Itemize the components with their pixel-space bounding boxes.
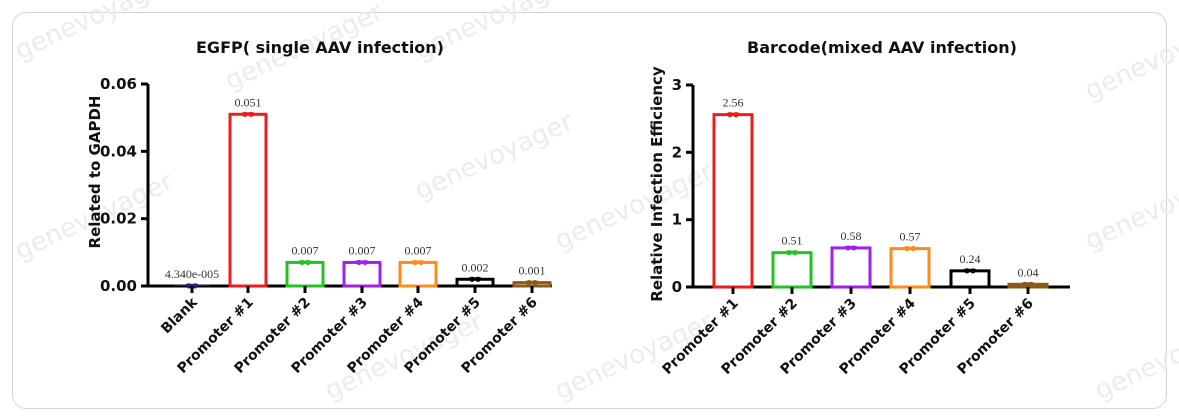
data-point xyxy=(1028,281,1034,287)
watermark-text: genevoyager xyxy=(10,0,178,66)
data-point xyxy=(412,259,418,266)
bar xyxy=(228,112,268,288)
bar xyxy=(712,113,754,289)
data-point xyxy=(186,283,192,289)
data-point xyxy=(970,268,976,274)
watermark-text: genevoyager xyxy=(1090,307,1179,406)
data-label: 0.007 xyxy=(292,243,319,257)
data-point xyxy=(910,246,916,252)
bar xyxy=(889,247,931,289)
chart-title: Barcode(mixed AAV infection) xyxy=(747,38,1017,57)
watermarks: genevoyager genevoyager genevoyager genevoy… xyxy=(10,0,1179,406)
chart-barcode: Barcode(mixed AAV infection) Relative In… xyxy=(648,38,1070,378)
data-label: 4.340e-005 xyxy=(165,267,219,281)
bar xyxy=(455,277,495,288)
y-axis-label: Related to GAPDH xyxy=(86,96,104,249)
data-label: 0.04 xyxy=(1018,265,1039,279)
bar xyxy=(830,246,872,289)
y-tick-label: 0.02 xyxy=(100,210,137,228)
data-point xyxy=(242,111,248,117)
data-label: 2.56 xyxy=(723,96,744,110)
bar xyxy=(398,260,438,288)
bar xyxy=(949,269,991,289)
y-tick-label: 3 xyxy=(672,76,682,94)
chart-title: EGFP( single AAV infection) xyxy=(196,38,444,57)
bar xyxy=(342,260,382,288)
data-point xyxy=(904,246,910,252)
data-point xyxy=(532,280,538,286)
bar xyxy=(512,281,552,288)
data-label: 0.001 xyxy=(519,264,546,278)
data-point xyxy=(475,276,481,282)
data-point xyxy=(733,112,739,118)
data-point xyxy=(418,259,424,266)
data-label: 0.51 xyxy=(782,234,803,248)
data-point xyxy=(362,259,368,266)
data-point xyxy=(727,112,733,118)
bar xyxy=(285,260,325,288)
watermark-text: genevoyager xyxy=(1080,157,1179,256)
data-label: 0.007 xyxy=(405,243,432,257)
data-point xyxy=(845,245,851,251)
figure-panel xyxy=(12,12,1167,409)
bar xyxy=(771,251,813,289)
data-point xyxy=(248,111,254,117)
watermark-text: genevoyager xyxy=(1080,7,1179,106)
y-tick-label: 0.04 xyxy=(100,142,137,160)
y-tick-label: 1 xyxy=(672,211,682,229)
bar xyxy=(1007,282,1049,289)
data-label: 0.24 xyxy=(960,252,981,266)
data-label: 0.007 xyxy=(349,243,376,257)
watermark-text: genevoyager xyxy=(410,107,578,206)
data-point xyxy=(526,280,532,286)
y-tick-label: 0 xyxy=(672,278,682,296)
data-point xyxy=(299,259,305,266)
data-point xyxy=(964,268,970,274)
data-point xyxy=(786,250,792,256)
data-point xyxy=(469,276,475,282)
y-tick-label: 0.00 xyxy=(100,277,137,295)
data-point xyxy=(305,259,311,266)
y-axis-label: Relative Infection Efficiency xyxy=(648,66,666,302)
data-point xyxy=(1022,281,1028,287)
data-point xyxy=(792,250,798,256)
y-tick-label: 2 xyxy=(672,143,682,161)
data-label: 0.57 xyxy=(900,230,921,244)
x-tick-label: Blank xyxy=(158,294,201,337)
data-label: 0.002 xyxy=(462,260,489,274)
data-label: 0.051 xyxy=(235,95,262,109)
data-point xyxy=(192,283,198,289)
data-point xyxy=(356,259,362,266)
watermark-text: genevoyager xyxy=(550,307,718,406)
y-tick-label: 0.06 xyxy=(100,75,137,93)
data-point xyxy=(851,245,857,251)
data-label: 0.58 xyxy=(841,229,862,243)
